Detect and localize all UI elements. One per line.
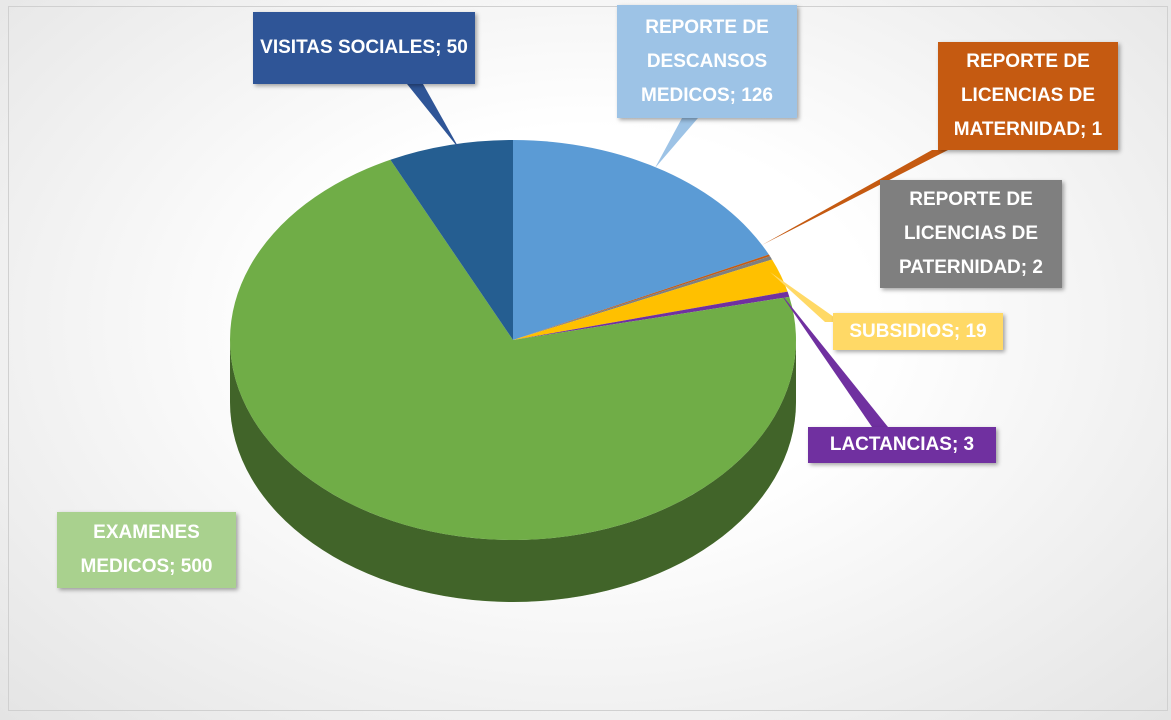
data-label: LACTANCIAS; 3 — [808, 427, 996, 463]
data-label: REPORTE DE DESCANSOS MEDICOS; 126 — [617, 5, 797, 118]
slice-side — [230, 340, 796, 602]
data-label: REPORTE DE LICENCIAS DE PATERNIDAD; 2 — [880, 180, 1062, 288]
slice — [513, 259, 788, 340]
leader-line — [770, 272, 841, 322]
leader-line — [655, 118, 698, 168]
leader-line — [407, 84, 460, 150]
leader-line — [778, 290, 888, 427]
data-label: SUBSIDIOS; 19 — [833, 313, 1003, 350]
slice — [513, 140, 769, 340]
slice — [513, 254, 770, 340]
slice — [390, 140, 513, 340]
slice — [513, 291, 790, 340]
slice-side-shade — [230, 340, 796, 602]
data-label: EXAMENES MEDICOS; 500 — [57, 512, 236, 588]
data-label: VISITAS SOCIALES; 50 — [253, 12, 475, 84]
data-label: REPORTE DE LICENCIAS DE MATERNIDAD; 1 — [938, 42, 1118, 150]
slice — [513, 256, 773, 340]
chart-frame — [8, 6, 1168, 711]
leader-line — [762, 150, 948, 245]
slice — [230, 159, 797, 540]
